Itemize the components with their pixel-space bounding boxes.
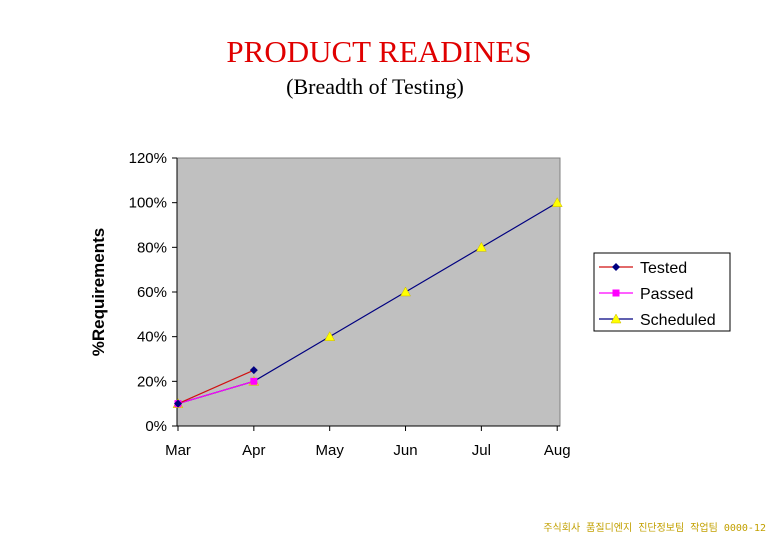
x-tick-label: Mar bbox=[165, 442, 191, 459]
data-point-passed bbox=[250, 377, 258, 385]
legend-label-tested: Tested bbox=[640, 260, 687, 277]
y-axis-label: %Requirements bbox=[89, 228, 108, 356]
series-line-tested bbox=[177, 369, 255, 405]
data-point-scheduled bbox=[324, 331, 336, 341]
data-point-scheduled bbox=[475, 241, 487, 252]
y-tick-label: 20% bbox=[137, 373, 167, 390]
x-tick-label: Jul bbox=[472, 442, 491, 459]
data-point-tested bbox=[174, 399, 182, 408]
data-point-scheduled bbox=[400, 286, 411, 297]
plot-area bbox=[176, 157, 561, 427]
y-tick-label: 60% bbox=[137, 284, 167, 301]
y-tick-label: 0% bbox=[145, 418, 167, 435]
chart-title: PRODUCT READINES bbox=[226, 34, 532, 69]
x-tick-label: Jun bbox=[393, 442, 417, 459]
x-tick-label: May bbox=[316, 442, 345, 459]
footer-text: 주식회사 품질디엔지 진단정보팀 작업팀 0000-12 bbox=[543, 523, 766, 534]
series-line-passed bbox=[177, 380, 255, 405]
chart-subtitle: (Breadth of Testing) bbox=[286, 74, 464, 99]
legend-label-scheduled: Scheduled bbox=[640, 312, 716, 329]
x-tick-label: Aug bbox=[544, 442, 571, 459]
y-tick-label: 120% bbox=[129, 150, 167, 167]
x-tick-label: Apr bbox=[242, 442, 265, 459]
y-tick-label: 40% bbox=[137, 329, 167, 346]
y-tick-label: 100% bbox=[129, 195, 167, 212]
data-point-tested bbox=[249, 366, 258, 375]
legend-marker-passed bbox=[612, 289, 620, 297]
legend-marker-tested bbox=[612, 263, 620, 271]
y-tick-label: 80% bbox=[137, 239, 167, 256]
legend-marker-scheduled bbox=[610, 313, 622, 324]
legend-label-passed: Passed bbox=[640, 286, 693, 303]
data-point-scheduled bbox=[551, 197, 563, 207]
